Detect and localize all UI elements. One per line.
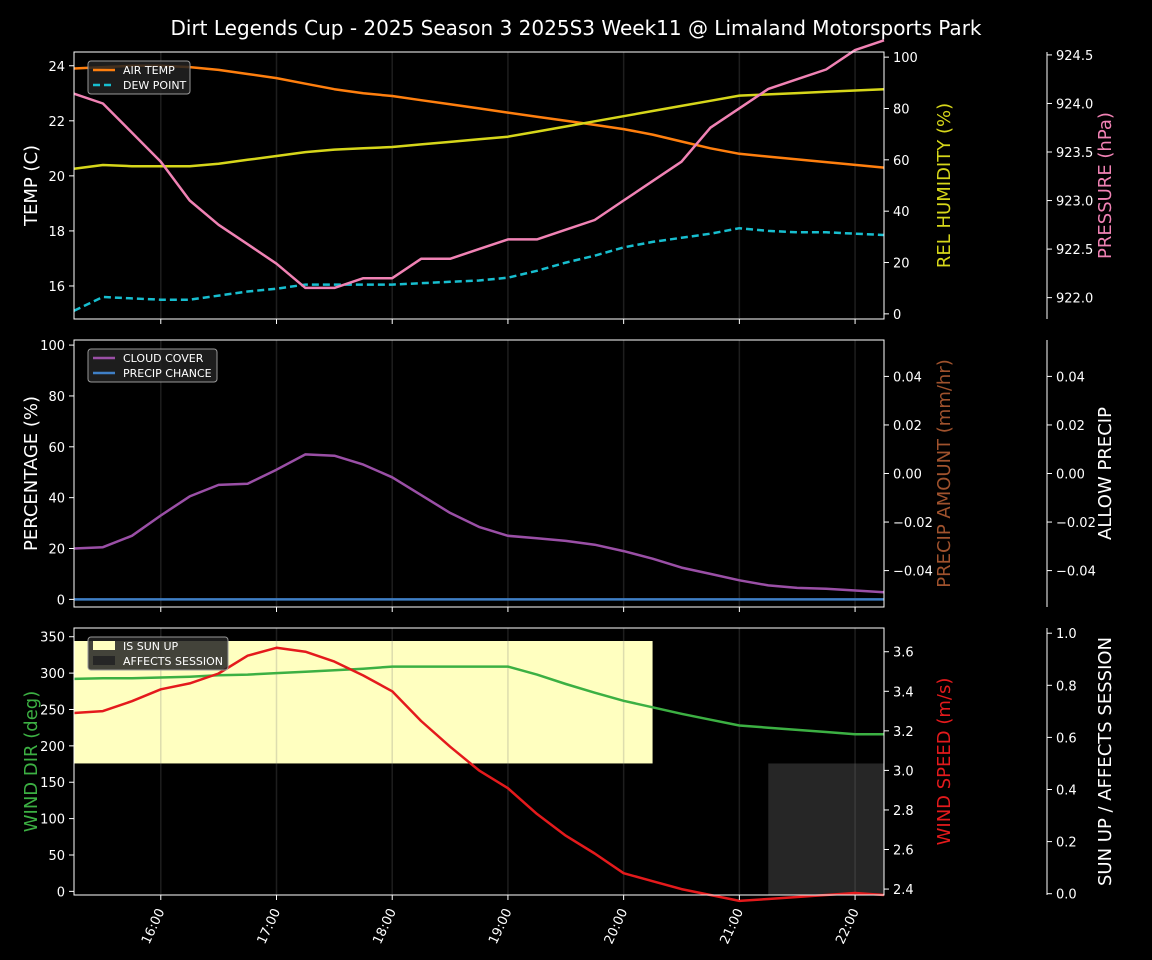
right-tick-label: 3.2 — [893, 725, 914, 740]
legend-label-dew-point: DEW POINT — [123, 79, 187, 92]
plot-frame — [73, 51, 885, 320]
right-axis-title: PRECIP AMOUNT (mm/hr) — [934, 359, 955, 588]
panel-precipitation: 0 20 40 60 80 100 −0.04 −0.02 0.00 0.02 0.04 −0.04 −… — [21, 339, 1116, 612]
far-right-tick-label: 923.0 — [1056, 195, 1093, 210]
right-tick-label: 3.6 — [893, 646, 914, 661]
far-right-tick-label: 0.8 — [1056, 679, 1077, 694]
left-axis-title: TEMP (C) — [21, 145, 42, 227]
left-tick-label: 60 — [48, 441, 65, 456]
left-tick-label: 300 — [40, 667, 65, 682]
left-tick-label: 250 — [40, 703, 65, 718]
band-affects-session — [768, 763, 884, 895]
series-dew-point — [73, 226, 885, 312]
chart-title: Dirt Legends Cup - 2025 Season 3 2025S3 … — [171, 16, 982, 40]
right-tick-label: 0.02 — [893, 419, 922, 434]
left-tick-label: 40 — [48, 492, 65, 507]
series-air-temp — [73, 64, 885, 169]
series-cloud-cover — [73, 453, 885, 594]
far-right-tick-label: 0.00 — [1056, 468, 1085, 483]
panel-temperature: 16 18 20 22 24 0 20 40 60 80 100 922.0 922.5 923.0 923… — [21, 39, 1116, 324]
far-right-tick-label: 922.0 — [1056, 292, 1093, 307]
far-right-tick-label: 923.5 — [1056, 146, 1093, 161]
far-right-tick-label: 924.5 — [1056, 49, 1093, 64]
left-tick-label: 150 — [40, 776, 65, 791]
far-right-tick-label: 922.5 — [1056, 243, 1093, 258]
far-right-tick-label: −0.02 — [1056, 516, 1096, 531]
far-right-tick-label: 1.0 — [1056, 627, 1077, 642]
legend-swatch-affects-session — [93, 656, 115, 665]
legend: AIR TEMP DEW POINT — [87, 60, 191, 95]
panel-wind: 0 50 100 150 200 250 300 350 2.4 2.6 2.8 3.0 3.2 3.4 3… — [21, 627, 1116, 902]
left-tick-label: 22 — [48, 115, 65, 130]
legend-label-precip-chance: PRECIP CHANCE — [123, 367, 212, 380]
right-axis-title: WIND SPEED (m/s) — [934, 678, 955, 846]
right-tick-label: 20 — [893, 257, 910, 272]
right-tick-label: 2.8 — [893, 804, 914, 819]
left-tick-label: 50 — [48, 849, 65, 864]
right-tick-label: 2.4 — [893, 883, 914, 898]
right-tick-label: 0 — [893, 308, 901, 323]
legend: IS SUN UP AFFECTS SESSION — [87, 636, 229, 671]
left-tick-label: 350 — [40, 631, 65, 646]
right-tick-label: −0.02 — [893, 516, 933, 531]
legend-box — [87, 636, 229, 671]
left-tick-label: 80 — [48, 390, 65, 405]
left-tick-label: 100 — [40, 813, 65, 828]
right-axis-title: REL HUMIDITY (%) — [934, 103, 955, 268]
left-tick-label: 20 — [48, 543, 65, 558]
legend-label-is-sun-up: IS SUN UP — [123, 640, 179, 653]
legend-label-air-temp: AIR TEMP — [123, 64, 175, 77]
right-tick-label: 2.6 — [893, 844, 914, 859]
far-right-tick-label: 0.02 — [1056, 419, 1085, 434]
right-tick-label: 3.0 — [893, 764, 914, 779]
right-tick-label: 0.00 — [893, 468, 922, 483]
left-tick-label: 100 — [40, 339, 65, 354]
series-rel-humidity — [73, 87, 885, 171]
right-tick-label: 60 — [893, 154, 910, 169]
right-tick-label: 100 — [893, 51, 918, 66]
far-right-axis-title: SUN UP / AFFECTS SESSION — [1095, 637, 1116, 886]
legend-box — [87, 348, 218, 383]
far-right-axis-title: PRESSURE (hPa) — [1095, 112, 1116, 259]
plot-frame — [73, 627, 885, 896]
far-right-tick-label: −0.04 — [1056, 565, 1096, 580]
legend: CLOUD COVER PRECIP CHANCE — [87, 348, 218, 383]
left-tick-label: 200 — [40, 740, 65, 755]
right-tick-label: 80 — [893, 102, 910, 117]
legend-label-affects-session: AFFECTS SESSION — [123, 655, 223, 668]
legend-label-cloud-cover: CLOUD COVER — [123, 352, 204, 365]
far-right-tick-label: 0.0 — [1056, 888, 1077, 903]
far-right-tick-label: 0.6 — [1056, 731, 1077, 746]
right-tick-label: 40 — [893, 205, 910, 220]
left-tick-label: 20 — [48, 170, 65, 185]
right-tick-label: 0.04 — [893, 370, 922, 385]
left-tick-label: 0 — [57, 885, 65, 900]
series-wind-speed — [73, 646, 885, 903]
far-right-tick-label: 924.0 — [1056, 97, 1093, 112]
right-tick-label: 3.4 — [893, 685, 914, 700]
far-right-tick-label: 0.2 — [1056, 836, 1077, 851]
left-tick-label: 24 — [48, 60, 65, 75]
series-pressure — [73, 39, 885, 290]
left-axis-title: PERCENTAGE (%) — [21, 396, 42, 551]
right-tick-label: −0.04 — [893, 565, 933, 580]
left-tick-label: 0 — [57, 593, 65, 608]
left-tick-label: 16 — [48, 280, 65, 295]
left-tick-label: 18 — [48, 225, 65, 240]
far-right-axis-title: ALLOW PRECIP — [1095, 407, 1116, 540]
far-right-tick-label: 0.04 — [1056, 370, 1085, 385]
left-axis-title: WIND DIR (deg) — [21, 691, 42, 833]
far-right-tick-label: 0.4 — [1056, 784, 1077, 799]
legend-swatch-is-sun-up — [93, 641, 115, 650]
